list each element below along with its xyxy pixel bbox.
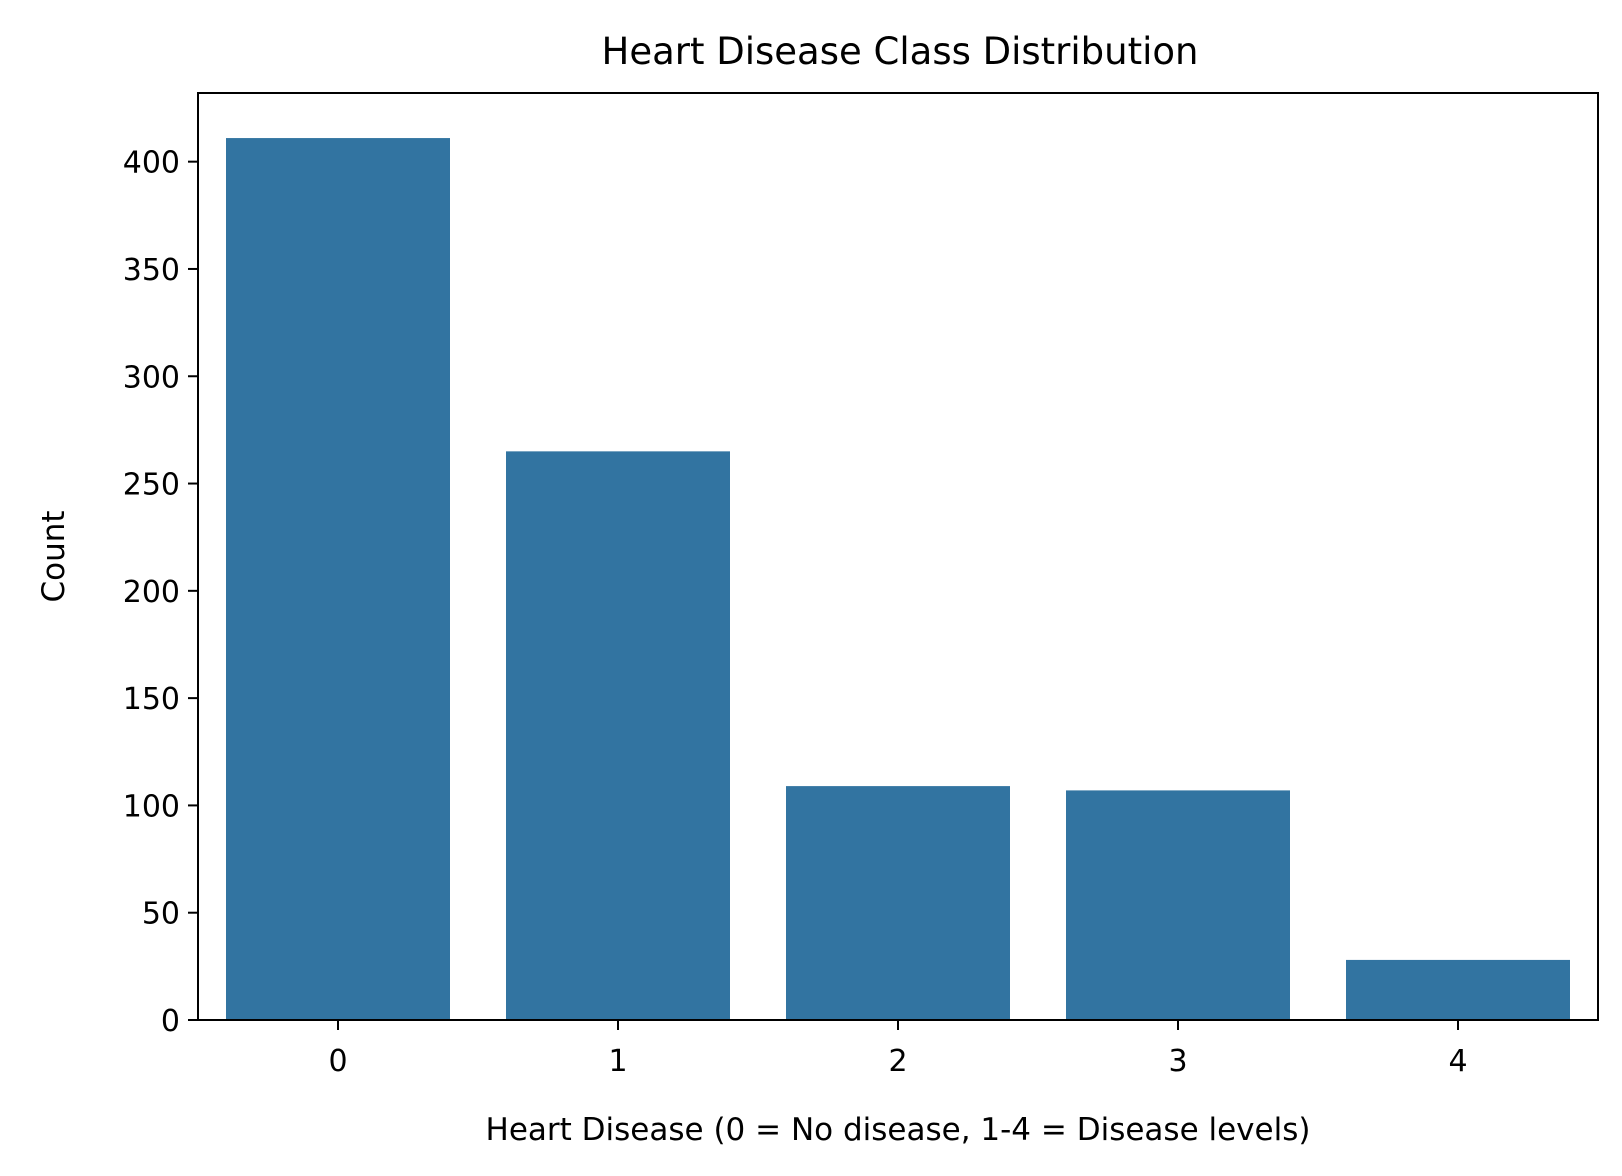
x-tick-label: 4	[1448, 1044, 1467, 1079]
y-tick-label: 100	[123, 789, 180, 824]
x-tick-label: 0	[328, 1044, 347, 1079]
y-axis-label: Count	[36, 510, 72, 602]
x-tick-label: 3	[1168, 1044, 1187, 1079]
x-tick-label: 2	[888, 1044, 907, 1079]
y-tick-label: 50	[142, 897, 180, 932]
x-axis-ticks: 0 1 2 3 4	[328, 1020, 1468, 1079]
bar-4	[1346, 959, 1570, 1020]
x-tick-label: 1	[608, 1044, 627, 1079]
bar-3	[1066, 790, 1290, 1020]
bar-0	[226, 138, 450, 1020]
y-axis-ticks: 0 50 100 150 200 250 300 350 400	[123, 146, 198, 1039]
plot-frame	[197, 92, 1599, 1021]
y-tick-label: 250	[123, 468, 180, 503]
bar-2	[786, 786, 1010, 1020]
y-tick-label: 300	[123, 360, 180, 395]
y-tick-label: 350	[123, 253, 180, 288]
chart-title: Heart Disease Class Distribution	[602, 30, 1199, 73]
y-tick-label: 400	[123, 146, 180, 181]
y-tick-label: 0	[161, 1004, 180, 1039]
bars-group	[226, 138, 1570, 1021]
bar-1	[506, 451, 730, 1021]
x-axis-label: Heart Disease (0 = No disease, 1-4 = Dis…	[486, 1112, 1311, 1148]
y-tick-label: 200	[123, 575, 180, 610]
y-tick-label: 150	[123, 682, 180, 717]
